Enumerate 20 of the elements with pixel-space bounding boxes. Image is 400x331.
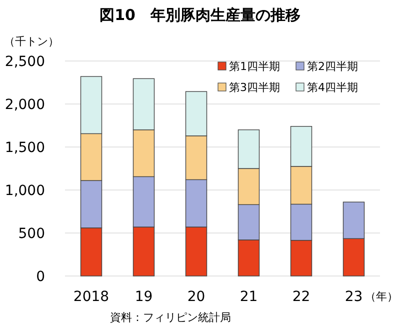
text: 資料：フィリピン統計局 (110, 311, 231, 324)
x-tick-label: 22 (292, 289, 310, 305)
y-tick-label: 2,500 (4, 54, 45, 70)
chart-title: 図10 年別豚肉生産量の推移 (100, 6, 300, 24)
legend-label: 第3四半期 (229, 81, 280, 94)
legend-label: 第1四半期 (229, 60, 280, 73)
y-axis-title: （千トン） (4, 35, 59, 48)
x-axis-title: （年） (365, 290, 398, 303)
x-tick-label: 20 (187, 289, 206, 305)
legend-label: 第4四半期 (307, 81, 358, 94)
x-tick-label: 23 (344, 289, 363, 305)
y-tick-label: 500 (18, 226, 45, 242)
y-tick-label: 0 (36, 269, 45, 285)
x-tick-label: 19 (134, 289, 153, 305)
legend-label: 第2四半期 (307, 60, 358, 73)
x-tick-label: 21 (240, 289, 258, 305)
x-tick-label: 2018 (73, 289, 110, 305)
y-tick-label: 1,000 (4, 183, 45, 199)
y-tick-label: 1,500 (4, 140, 45, 156)
y-tick-label: 2,000 (4, 97, 45, 113)
